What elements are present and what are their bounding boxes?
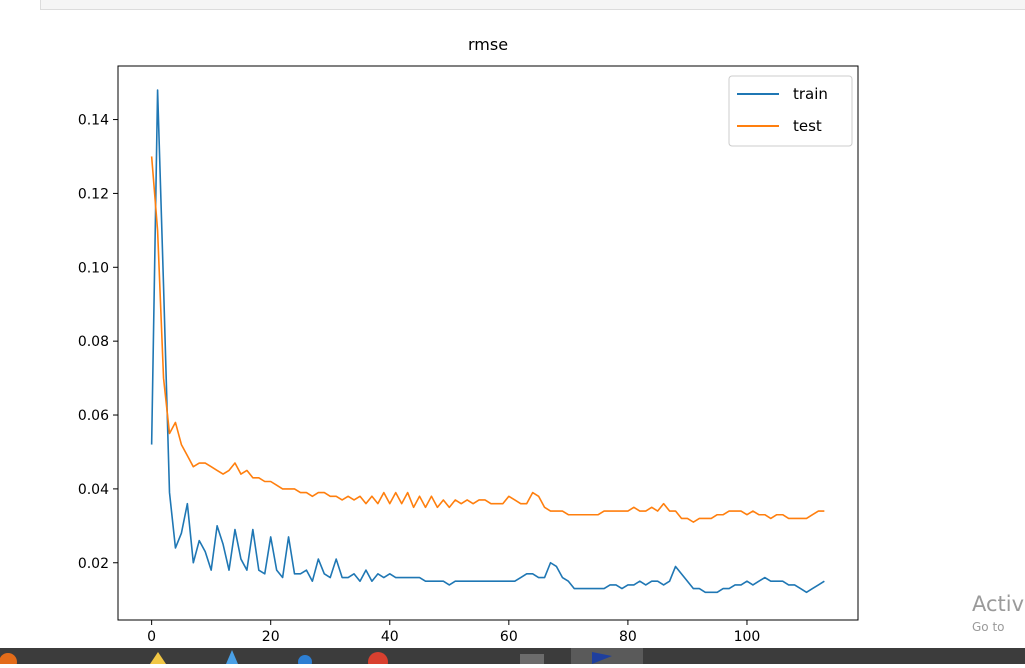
y-tick-label: 0.06: [78, 408, 109, 424]
taskbar-icons: [0, 648, 643, 668]
chrome-icon[interactable]: [368, 652, 388, 668]
chart-container: 0.02 0.04 0.06 0.08 0.10 0.12 0.14 0 20 40 60 80 100…: [78, 35, 859, 645]
y-tick-label: 0.02: [78, 556, 109, 572]
x-tick-label: 100: [734, 629, 761, 645]
series-line-train: [150, 89, 825, 594]
activate-windows-watermark: Activ Go to: [972, 592, 1025, 634]
series-line-test: [150, 156, 825, 523]
folder-icon[interactable]: [150, 652, 166, 664]
top-panel: [40, 0, 1025, 10]
legend-box: [728, 75, 853, 147]
y-tick-label: 0.08: [78, 334, 109, 350]
pen-icon[interactable]: [226, 650, 238, 664]
plot-frame: [117, 65, 859, 621]
browser-icon[interactable]: [0, 653, 17, 668]
y-tick-label: 0.10: [78, 260, 109, 276]
python-icon[interactable]: [592, 652, 612, 664]
y-tick-label: 0.14: [78, 113, 109, 129]
y-tick-label: 0.04: [78, 482, 109, 498]
series-layer: [150, 89, 825, 594]
y-tick-label: 0.12: [78, 186, 109, 202]
x-tick-label: 80: [619, 629, 637, 645]
x-tick-label: 60: [500, 629, 518, 645]
rmse-chart: 0.02 0.04 0.06 0.08 0.10 0.12 0.14 0 20 40 60 80 100…: [78, 35, 859, 645]
activate-subtitle: Go to: [972, 620, 1005, 634]
edge-icon[interactable]: [298, 655, 312, 668]
x-tick-label: 20: [262, 629, 280, 645]
window-icon[interactable]: [520, 654, 544, 664]
chart-title: rmse: [468, 35, 508, 54]
legend-label-train: train: [793, 85, 828, 103]
legend-label-test: test: [793, 117, 822, 135]
legend-layer: train test: [728, 75, 853, 147]
x-tick-label: 0: [147, 629, 156, 645]
axes-layer: 0.02 0.04 0.06 0.08 0.10 0.12 0.14 0 20 40 60 80 100: [78, 65, 859, 645]
activate-title: Activ: [972, 592, 1025, 616]
x-tick-label: 40: [381, 629, 399, 645]
taskbar: [0, 648, 1025, 668]
